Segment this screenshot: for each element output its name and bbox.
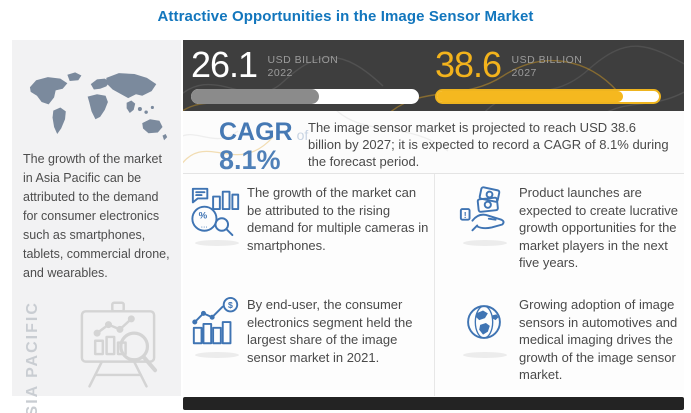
insight-text: Growing adoption of image sensors in aut… <box>519 297 678 382</box>
cagr-contour-decoration <box>183 111 449 164</box>
progress-bar-2022 <box>191 89 419 104</box>
icon-shadow <box>195 240 239 246</box>
market-summary: The image sensor market is projected to … <box>308 120 669 169</box>
stat-2027-year: 2027 <box>511 67 537 79</box>
world-map-icon <box>29 72 168 141</box>
cagr-section: CAGR of 8.1% The image sensor market is p… <box>183 111 684 174</box>
stat-2027-value: 38.6 <box>435 44 502 85</box>
insight-text: The growth of the market can be attribut… <box>247 185 429 253</box>
cagr-connector: of <box>296 127 309 143</box>
svg-text:!: ! <box>464 210 467 220</box>
cagr-value: 8.1% <box>219 145 281 174</box>
pie-percent-bars-magnifier-icon: % ... <box>191 187 240 237</box>
asia-pacific-sidebar: The growth of the market in Asia Pacific… <box>12 40 181 413</box>
icon-shadow <box>463 240 507 246</box>
stat-2022-value: 26.1 <box>191 44 258 85</box>
hand-holding-money-icon: ! <box>459 186 505 232</box>
easel-chart-magnifier-icon <box>80 301 158 388</box>
market-size-panel: 26.1 USD BILLION 2022 38.6 USD BILLION 2… <box>183 40 684 111</box>
main-panel: 26.1 USD BILLION 2022 38.6 USD BILLION 2… <box>183 40 684 396</box>
svg-text:$: $ <box>228 300 233 310</box>
cagr-block: CAGR of 8.1% <box>219 118 308 173</box>
cagr-label: CAGR <box>219 118 293 146</box>
stat-2022: 26.1 USD BILLION 2022 <box>191 46 338 84</box>
region-label: ASIA PACIFIC <box>24 301 41 413</box>
insights-grid: % ... The growth of the market can be at… <box>183 174 684 396</box>
stat-2027: 38.6 USD BILLION 2027 <box>435 46 582 84</box>
growth-bars-dollar-icon: $ <box>192 296 239 345</box>
progress-fill-2022 <box>191 89 319 104</box>
globe-icon <box>467 305 501 339</box>
sidebar-description: The growth of the market in Asia Pacific… <box>23 152 170 280</box>
insight-text: By end-user, the consumer electronics se… <box>247 297 413 365</box>
stat-2022-unit-label: USD BILLION <box>267 54 339 66</box>
insight-text: Product launches are expected to create … <box>519 185 678 270</box>
icon-shadow <box>195 352 239 358</box>
stat-2022-unit: USD BILLION 2022 <box>268 54 339 80</box>
svg-text:%: % <box>199 211 208 222</box>
icon-shadow <box>463 352 507 358</box>
page-title: Attractive Opportunities in the Image Se… <box>157 8 534 25</box>
stat-2027-unit-label: USD BILLION <box>511 54 583 66</box>
progress-bar-2027 <box>435 89 661 104</box>
progress-fill-2027 <box>437 91 624 102</box>
stat-2022-year: 2022 <box>267 67 293 79</box>
svg-text:...: ... <box>201 219 208 229</box>
stat-2027-unit: USD BILLION 2027 <box>512 54 583 80</box>
quadrant-divider <box>434 174 435 396</box>
footer-bar <box>183 397 684 410</box>
